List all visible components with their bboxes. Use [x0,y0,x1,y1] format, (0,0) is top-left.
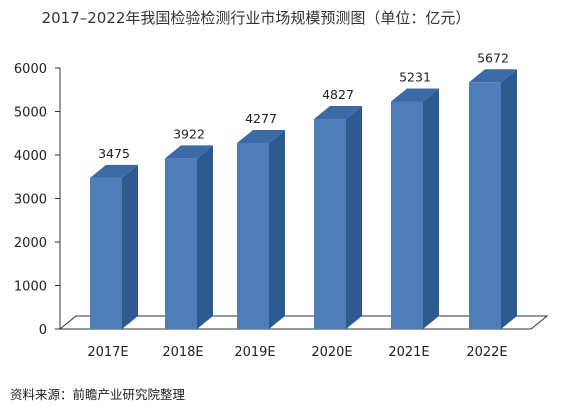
x-tick-label: 2018E [162,345,203,360]
bar-front [90,177,122,329]
y-tick-label: 5000 [14,106,47,121]
data-label: 5231 [399,69,431,84]
bar-top [391,88,439,102]
chart-title: 2017–2022年我国检验检测行业市场规模预测图（单位：亿元） [41,9,471,27]
chart-labels: 3475 2017E 3922 2018E 4277 2019E 4827 2020E 5231… [87,50,509,360]
y-tick-label: 3000 [14,193,47,208]
y-tick-label: 0 [39,323,47,338]
bar-top [237,129,285,143]
bar-front [165,158,197,329]
bar-top [165,145,213,159]
data-label: 4277 [245,111,277,126]
bar-side [501,69,517,329]
bar-top [469,69,517,83]
bar-front [237,142,269,329]
x-tick-label: 2020E [311,345,352,360]
data-label: 3922 [173,126,205,141]
x-tick-label: 2017E [87,345,128,360]
bar-side [269,129,285,329]
y-tick-label: 6000 [14,62,47,77]
x-tick-label: 2021E [388,345,429,360]
bar [469,69,517,329]
data-label: 3475 [98,146,130,161]
bar-side [346,106,362,329]
bar-front [314,119,346,329]
x-tick-label: 2019E [234,345,275,360]
source-note: 资料来源：前瞻产业研究院整理 [10,387,186,402]
bar [391,88,439,329]
bar-side [423,88,439,329]
y-tick-label: 1000 [14,280,47,295]
y-tick-label: 2000 [14,236,47,251]
bar [237,129,285,329]
bar-front [391,101,423,329]
chart-bars [90,69,517,329]
data-label: 4827 [322,87,354,102]
bar-front [469,82,501,329]
data-label: 5672 [477,50,509,65]
bar-side [197,145,213,329]
bar-side [122,164,138,329]
bar [90,164,138,329]
bar-top [90,164,138,178]
bar [165,145,213,329]
bar [314,106,362,329]
y-tick-label: 4000 [14,149,47,164]
x-tick-label: 2022E [466,345,507,360]
bar-top [314,106,362,120]
